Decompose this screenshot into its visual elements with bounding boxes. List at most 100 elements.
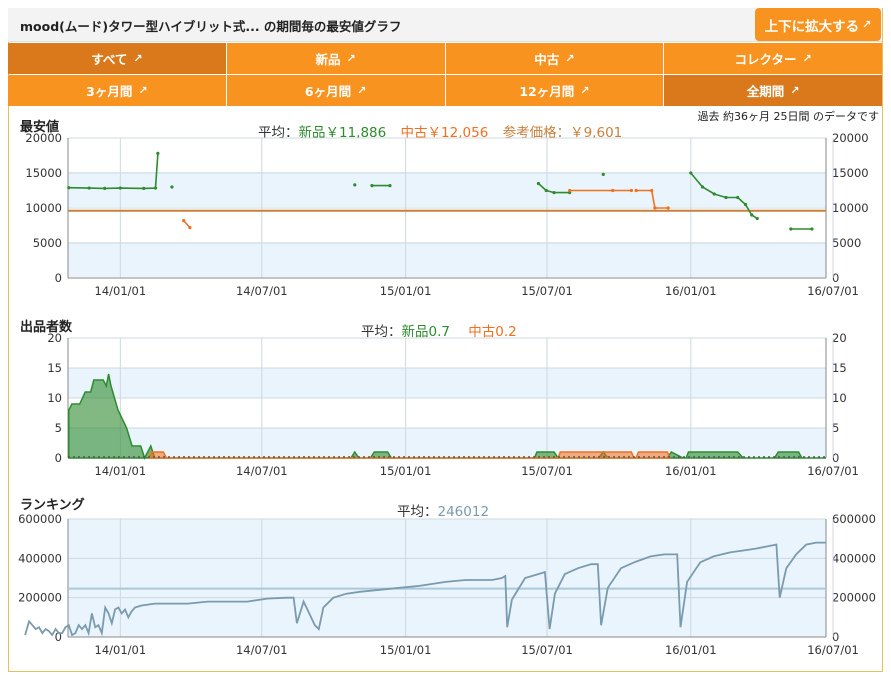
expand-button[interactable]: 上下に拡大する ↗ xyxy=(755,8,881,41)
y-tick-label-right: 10000 xyxy=(832,201,869,215)
price-point xyxy=(188,226,192,230)
x-tick-label: 15/07/01 xyxy=(521,464,573,478)
x-tick-label: 16/01/01 xyxy=(665,643,717,657)
y-tick-label-right: 15 xyxy=(832,361,847,375)
trend-arrow-icon: ↗ xyxy=(133,52,143,65)
price-point xyxy=(789,227,793,231)
price-point xyxy=(724,195,728,200)
price-point xyxy=(653,206,657,210)
trend-arrow-icon: ↗ xyxy=(565,52,575,65)
price-series-line xyxy=(690,172,758,220)
price-point xyxy=(743,202,748,207)
x-tick-label: 16/07/01 xyxy=(807,464,859,478)
ranking-average: 平均：246012 xyxy=(397,500,489,520)
price-point xyxy=(153,186,158,190)
page-title: mood(ムード)タワー型ハイブリット式... の期間毎の最安値グラフ xyxy=(20,19,402,34)
trend-arrow-icon: ↗ xyxy=(790,84,800,97)
x-tick-label: 14/07/01 xyxy=(236,464,288,478)
sellers-area xyxy=(68,373,826,460)
price-point xyxy=(666,206,670,210)
y-tick-label-left: 400000 xyxy=(18,551,62,565)
x-tick-label: 14/01/01 xyxy=(95,643,147,657)
y-tick-label-left: 0 xyxy=(55,630,62,644)
tab-label: コレクター xyxy=(734,52,797,67)
tab-all-period[interactable]: 全期間 ↗ xyxy=(664,75,882,106)
y-tick-label-left: 10000 xyxy=(25,201,62,215)
expand-label: 上下に拡大する xyxy=(764,18,860,35)
price-point xyxy=(170,185,174,189)
ranking-series-line xyxy=(24,541,826,637)
x-tick-label: 14/01/01 xyxy=(95,284,147,298)
header-bar: mood(ムード)タワー型ハイブリット式... の期間毎の最安値グラフ xyxy=(8,8,882,42)
tab-label: すべて xyxy=(91,52,128,67)
price-chart-title: 最安値 xyxy=(20,120,60,135)
price-point xyxy=(634,188,638,193)
sellers-average: 平均：新品0.7 中古0.2 xyxy=(361,320,517,340)
x-tick-label: 15/07/01 xyxy=(521,643,573,657)
tab-6-months[interactable]: 6ヶ月間 ↗ xyxy=(226,75,446,106)
x-tick-label: 14/01/01 xyxy=(95,464,147,478)
y-tick-label-right: 400000 xyxy=(832,551,876,565)
price-point xyxy=(568,188,572,193)
price-point xyxy=(142,186,146,190)
price-point xyxy=(370,184,374,188)
tab-label: 3ヶ月間 xyxy=(86,84,133,99)
price-point xyxy=(536,181,541,186)
tab-row-period: 3ヶ月間 ↗ 6ヶ月間 ↗ 12ヶ月間 ↗ 全期間 ↗ xyxy=(8,75,882,106)
avg-reference: 参考価格：￥9,601 xyxy=(502,125,623,141)
grid-band xyxy=(68,368,826,398)
trend-arrow-icon: ↗ xyxy=(357,84,367,97)
trend-arrow-icon: ↗ xyxy=(346,52,356,65)
tab-used[interactable]: 中古 ↗ xyxy=(445,43,665,74)
avg-used: 中古￥12,056 xyxy=(400,125,489,141)
y-tick-label-right: 10 xyxy=(832,391,847,405)
sellers-area xyxy=(147,451,671,459)
price-point xyxy=(118,186,122,190)
grid-band xyxy=(68,242,826,277)
tab-label: 中古 xyxy=(534,52,560,67)
price-point xyxy=(87,186,91,190)
trend-arrow-icon: ↗ xyxy=(862,18,872,31)
avg-prefix: 平均： xyxy=(361,324,402,340)
avg-used: 中古0.2 xyxy=(468,324,517,340)
tab-label: 12ヶ月間 xyxy=(519,84,575,99)
avg-prefix: 平均： xyxy=(397,504,438,520)
y-tick-label-right: 15000 xyxy=(832,166,869,180)
tab-3-months[interactable]: 3ヶ月間 ↗ xyxy=(8,75,227,106)
y-tick-label-left: 5000 xyxy=(33,236,62,250)
tab-new[interactable]: 新品 ↗ xyxy=(226,43,446,74)
y-tick-label-right: 5000 xyxy=(832,236,861,250)
price-point xyxy=(712,192,716,196)
price-point xyxy=(67,186,71,190)
tab-label: 6ヶ月間 xyxy=(304,84,352,99)
tab-collector[interactable]: コレクター ↗ xyxy=(664,43,882,74)
grid-band xyxy=(68,519,826,637)
x-tick-label: 16/01/01 xyxy=(665,284,717,298)
x-tick-label: 14/07/01 xyxy=(236,643,288,657)
avg-value: 246012 xyxy=(437,504,490,520)
price-point xyxy=(700,185,705,189)
price-point xyxy=(544,188,548,193)
price-point xyxy=(750,213,754,217)
y-tick-label-left: 0 xyxy=(55,271,62,285)
price-point xyxy=(552,191,556,195)
x-tick-label: 16/07/01 xyxy=(807,284,859,298)
y-tick-label-left: 600000 xyxy=(18,512,62,526)
tab-12-months[interactable]: 12ヶ月間 ↗ xyxy=(445,75,665,106)
y-tick-label-left: 15 xyxy=(47,361,62,375)
y-tick-label-right: 20000 xyxy=(832,131,869,145)
y-tick-label-right: 0 xyxy=(832,451,839,465)
trend-arrow-icon: ↗ xyxy=(580,84,590,97)
price-point xyxy=(103,186,107,190)
price-point xyxy=(388,184,392,188)
tab-all[interactable]: すべて ↗ xyxy=(8,43,227,74)
tab-label: 新品 xyxy=(315,52,341,67)
price-series-line xyxy=(537,182,570,194)
price-point xyxy=(182,219,186,223)
price-series-line xyxy=(636,189,669,209)
tab-label: 全期間 xyxy=(746,84,785,99)
avg-prefix: 平均： xyxy=(258,125,299,141)
price-point xyxy=(156,151,160,155)
y-tick-label-right: 0 xyxy=(832,630,839,644)
